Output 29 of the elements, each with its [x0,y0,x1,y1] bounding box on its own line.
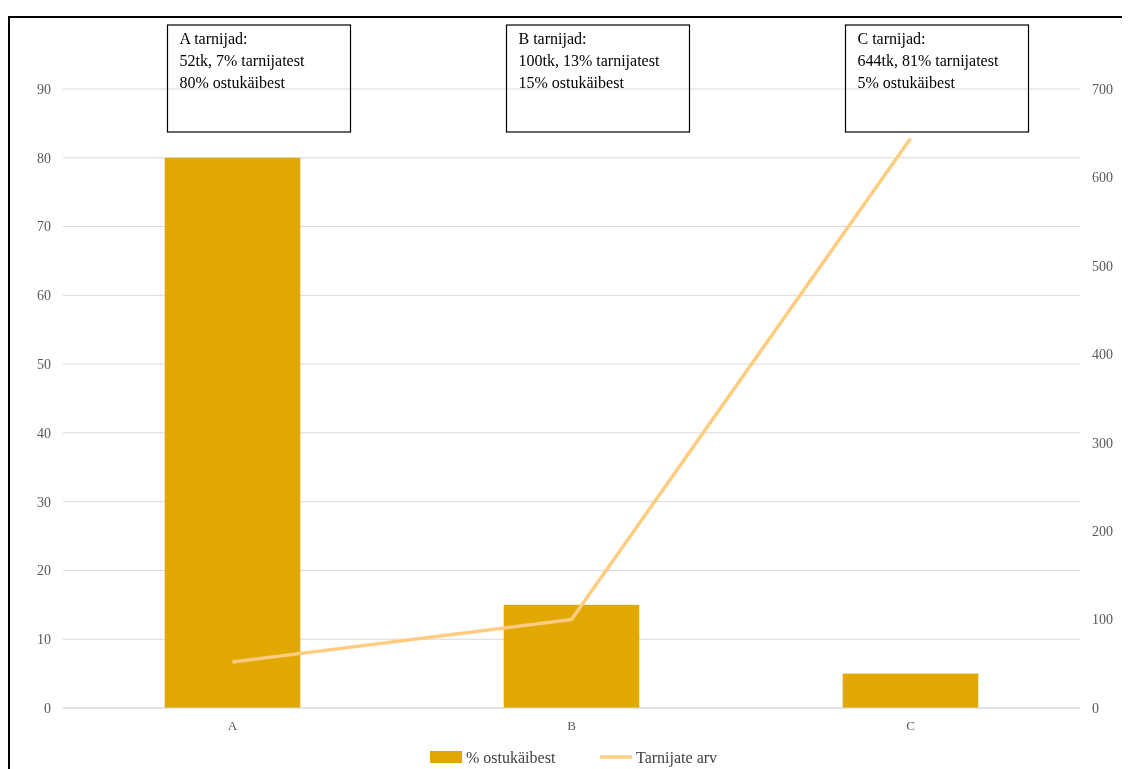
y-tick-label: 90 [37,81,51,97]
y2-tick-label: 600 [1092,170,1113,186]
bar [503,604,640,708]
y-tick-label: 80 [37,150,51,166]
annotation: A tarnijad: 52tk, 7% tarnijatest 80% ostukäibest [179,30,305,91]
y2-tick-label: 200 [1092,524,1113,540]
y-tick-label: 20 [37,563,51,579]
y2-tick-label: 100 [1092,612,1113,628]
y2-tick-label: 300 [1092,435,1113,451]
y2-tick-label: 0 [1092,700,1099,716]
y-tick-label: 40 [37,425,51,441]
x-tick-label: B [567,718,577,733]
y-tick-label: 30 [37,494,51,510]
y-tick-label: 70 [37,219,51,235]
y2-tick-label: 500 [1092,258,1113,274]
y-tick-label: 0 [44,700,51,716]
y2-tick-label: 400 [1092,347,1113,363]
x-tick-label: C [906,718,915,733]
annotation: B tarnijad: 100tk, 13% tarnijatest 15% ostukäibest [518,30,660,91]
bar [164,157,301,708]
y-tick-label: 60 [37,288,51,304]
bar [842,673,979,708]
y-tick-label: 50 [37,357,51,373]
legend-label: % ostukäibest [466,749,556,766]
annotation: C tarnijad: 644tk, 81% tarnijatest 5% ostukäibest [857,30,999,91]
legend-label: Tarnijate arv [636,749,718,767]
y2-tick-label: 700 [1092,81,1113,97]
x-tick-label: A [227,718,238,733]
y-tick-label: 10 [37,632,51,648]
